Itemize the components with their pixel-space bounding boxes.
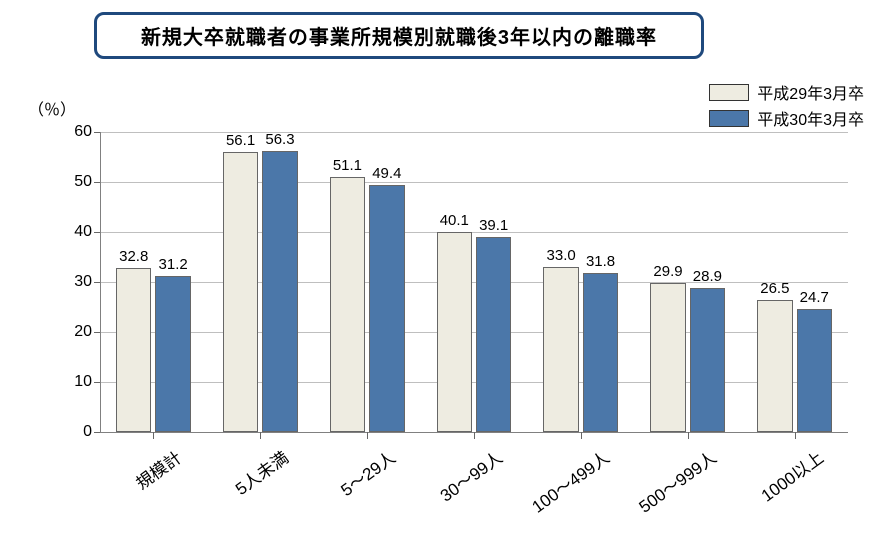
y-tick-label: 30 bbox=[56, 273, 92, 291]
bar bbox=[690, 288, 725, 433]
plot-area: 010203040506032.831.2規模計56.156.35人未満51.1… bbox=[100, 132, 848, 432]
y-tick-label: 50 bbox=[56, 173, 92, 191]
bar bbox=[223, 152, 258, 433]
y-tick-label: 60 bbox=[56, 123, 92, 141]
bar bbox=[437, 232, 472, 433]
bar bbox=[116, 268, 151, 432]
y-tick-label: 0 bbox=[56, 423, 92, 441]
bar-value-label: 31.8 bbox=[571, 253, 631, 270]
y-tick-label: 20 bbox=[56, 323, 92, 341]
bar-value-label: 49.4 bbox=[357, 165, 417, 182]
grid-line bbox=[100, 182, 848, 183]
bar bbox=[583, 273, 618, 432]
bar bbox=[797, 309, 832, 433]
bar-value-label: 39.1 bbox=[464, 217, 524, 234]
bar bbox=[757, 300, 792, 433]
bar bbox=[330, 177, 365, 433]
chart-container: 新規大卒就職者の事業所規模別就職後3年以内の離職率 平成29年3月卒平成30年3… bbox=[0, 0, 888, 521]
category-tick bbox=[795, 432, 796, 439]
category-tick bbox=[581, 432, 582, 439]
bar-value-label: 31.2 bbox=[143, 256, 203, 273]
y-axis bbox=[100, 132, 101, 432]
category-tick bbox=[153, 432, 154, 439]
y-unit-label: （％） bbox=[28, 96, 76, 120]
bar bbox=[155, 276, 190, 432]
category-tick bbox=[367, 432, 368, 439]
bar bbox=[262, 151, 297, 433]
category-tick bbox=[260, 432, 261, 439]
category-label: 1000以上 bbox=[715, 444, 827, 535]
bar bbox=[369, 185, 404, 432]
category-label: 5人未満 bbox=[181, 444, 293, 535]
bar bbox=[543, 267, 578, 432]
category-label: 100～499人 bbox=[502, 444, 614, 535]
category-label: 500～999人 bbox=[609, 444, 721, 535]
chart-area: （％） 010203040506032.831.2規模計56.156.35人未満… bbox=[28, 96, 860, 500]
category-label: 30～99人 bbox=[395, 444, 507, 535]
chart-title: 新規大卒就職者の事業所規模別就職後3年以内の離職率 bbox=[141, 27, 657, 49]
category-tick bbox=[688, 432, 689, 439]
y-tick-label: 40 bbox=[56, 223, 92, 241]
bar-value-label: 24.7 bbox=[784, 289, 844, 306]
y-tick-label: 10 bbox=[56, 373, 92, 391]
bar bbox=[650, 283, 685, 433]
bar bbox=[476, 237, 511, 433]
bar-value-label: 56.3 bbox=[250, 131, 310, 148]
grid-line bbox=[100, 332, 848, 333]
bar-value-label: 28.9 bbox=[677, 268, 737, 285]
category-label: 規模計 bbox=[74, 444, 186, 535]
grid-line bbox=[100, 382, 848, 383]
category-label: 5～29人 bbox=[288, 444, 400, 535]
category-tick bbox=[474, 432, 475, 439]
chart-title-box: 新規大卒就職者の事業所規模別就職後3年以内の離職率 bbox=[94, 12, 704, 59]
